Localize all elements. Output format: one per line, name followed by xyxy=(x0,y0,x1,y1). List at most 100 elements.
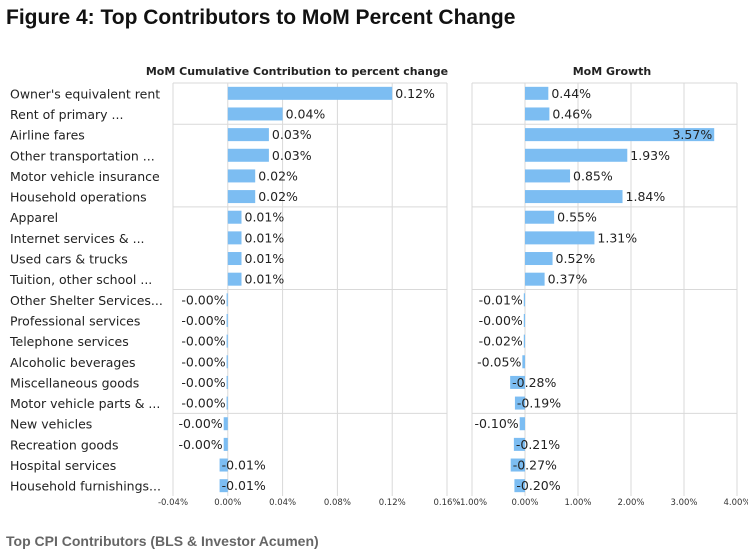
bar xyxy=(226,313,228,327)
data-label: 0.01% xyxy=(245,210,285,225)
data-label: 0.01% xyxy=(245,230,285,245)
data-label: 0.46% xyxy=(552,106,592,121)
data-label: 0.52% xyxy=(556,251,596,266)
data-label: 0.01% xyxy=(245,272,285,287)
data-label: -0.21% xyxy=(516,437,560,452)
bar xyxy=(227,107,283,121)
bar xyxy=(510,375,525,389)
category-label: Miscellaneous goods xyxy=(10,375,139,390)
bar xyxy=(227,169,256,183)
data-label: -0.00% xyxy=(181,354,225,369)
x-tick-label: 0.04% xyxy=(269,498,296,508)
bar xyxy=(523,313,525,327)
category-label: Airline fares xyxy=(10,128,85,143)
bar xyxy=(525,169,571,183)
category-label: Telephone services xyxy=(9,334,129,349)
bar xyxy=(227,190,256,204)
category-label: Alcoholic beverages xyxy=(10,355,136,370)
category-label: Other transportation ... xyxy=(10,148,155,163)
bar xyxy=(227,252,242,266)
bar xyxy=(525,252,553,266)
data-label: -0.01% xyxy=(222,458,266,473)
source-caption: Top CPI Contributors (BLS & Investor Acu… xyxy=(6,533,319,549)
bar xyxy=(227,231,242,245)
bar xyxy=(523,334,525,348)
figure-title: Figure 4: Top Contributors to MoM Percen… xyxy=(6,6,516,29)
data-label: -0.02% xyxy=(479,334,523,349)
data-label: -0.00% xyxy=(181,334,225,349)
data-label: -0.00% xyxy=(181,375,225,390)
x-tick-label: 0.00% xyxy=(511,498,538,508)
bar xyxy=(525,210,555,224)
data-label: -0.05% xyxy=(477,354,521,369)
bar xyxy=(227,148,269,162)
bar xyxy=(226,293,228,307)
category-label: Internet services & ... xyxy=(10,231,145,246)
data-label: 0.03% xyxy=(272,127,312,142)
bar xyxy=(227,86,393,100)
x-tick-label: 0.16% xyxy=(433,498,460,508)
data-label: -0.01% xyxy=(222,478,266,493)
bar xyxy=(522,355,525,369)
category-label: Apparel xyxy=(10,210,58,225)
data-label: -0.01% xyxy=(479,292,523,307)
bar xyxy=(525,86,549,100)
data-label: 0.44% xyxy=(551,86,591,101)
bar xyxy=(227,128,269,142)
data-label: 1.84% xyxy=(626,189,666,204)
data-label: -0.28% xyxy=(512,375,556,390)
data-label: 1.31% xyxy=(597,230,637,245)
bar xyxy=(219,458,228,472)
data-label: -0.00% xyxy=(178,437,222,452)
data-label: 0.03% xyxy=(272,148,312,163)
x-tick-label: 0.08% xyxy=(324,498,351,508)
x-tick-label: -1.00% xyxy=(457,498,487,508)
bar xyxy=(519,417,525,431)
bar xyxy=(525,190,623,204)
data-label: -0.00% xyxy=(181,396,225,411)
category-label: Recreation goods xyxy=(10,437,119,452)
bar xyxy=(523,293,525,307)
data-label: -0.20% xyxy=(516,478,560,493)
x-tick-label: 1.00% xyxy=(564,498,591,508)
category-label: Household furnishings... xyxy=(10,479,161,494)
category-label: Motor vehicle parts & ... xyxy=(10,396,160,411)
bar xyxy=(219,479,228,493)
bar xyxy=(510,458,525,472)
category-label: Motor vehicle insurance xyxy=(10,169,160,184)
bar xyxy=(227,210,242,224)
data-label: -0.00% xyxy=(479,313,523,328)
data-label: -0.27% xyxy=(513,458,557,473)
x-tick-label: 0.00% xyxy=(214,498,241,508)
category-label: Other Shelter Services... xyxy=(10,293,163,308)
category-label: Professional services xyxy=(10,313,140,328)
panel-title: MoM Growth xyxy=(573,65,652,78)
category-label: Household operations xyxy=(10,190,147,205)
data-label: -0.00% xyxy=(181,292,225,307)
bar xyxy=(513,437,525,451)
category-label: Rent of primary ... xyxy=(10,107,123,122)
data-label: 0.01% xyxy=(245,251,285,266)
data-label: 0.37% xyxy=(548,272,588,287)
x-tick-label: -0.04% xyxy=(158,498,188,508)
x-tick-label: 2.00% xyxy=(617,498,644,508)
bar xyxy=(525,107,550,121)
bar xyxy=(514,479,525,493)
data-label: -0.00% xyxy=(178,416,222,431)
bar xyxy=(525,272,545,286)
bar xyxy=(223,437,228,451)
data-label: -0.19% xyxy=(517,396,561,411)
data-label: 1.93% xyxy=(630,148,670,163)
category-label: Tuition, other school ... xyxy=(9,272,152,287)
category-label: New vehicles xyxy=(10,417,92,432)
bar xyxy=(226,375,228,389)
category-label: Hospital services xyxy=(10,458,116,473)
x-tick-label: 0.12% xyxy=(379,498,406,508)
data-label: -0.00% xyxy=(181,313,225,328)
data-label: -0.10% xyxy=(474,416,518,431)
x-tick-label: 4.00% xyxy=(723,498,748,508)
x-tick-label: 3.00% xyxy=(670,498,697,508)
bar xyxy=(525,231,595,245)
data-label: 0.02% xyxy=(258,168,298,183)
